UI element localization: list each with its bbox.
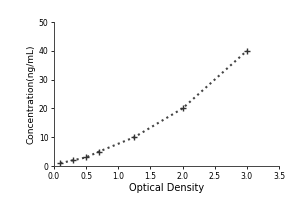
X-axis label: Optical Density: Optical Density <box>129 183 204 193</box>
Y-axis label: Concentration(ng/mL): Concentration(ng/mL) <box>27 44 36 144</box>
